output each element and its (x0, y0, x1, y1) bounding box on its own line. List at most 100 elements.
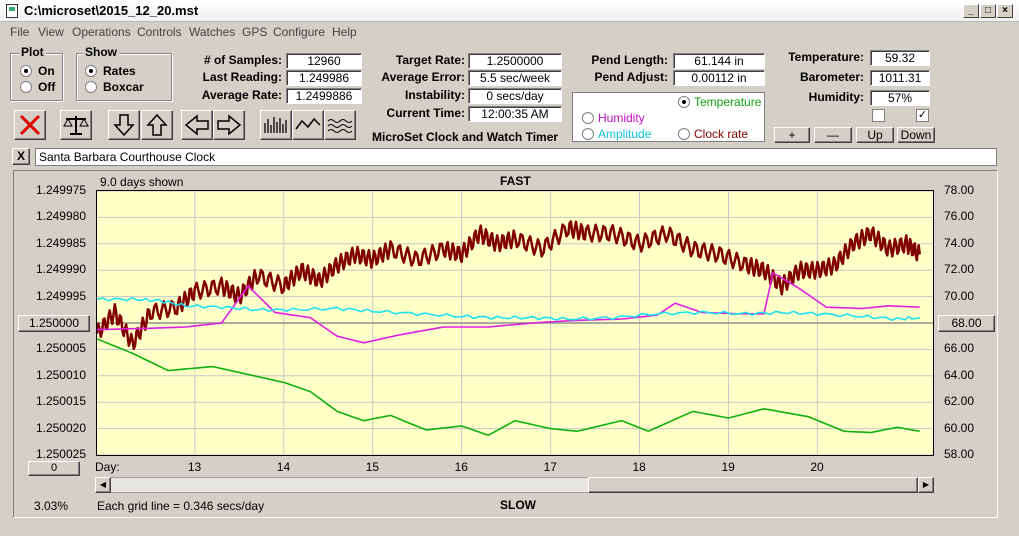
arrow-down-icon (113, 114, 135, 137)
pend-length-field: 61.144 in (673, 53, 765, 69)
right-tick-label: 58.00 (944, 447, 975, 461)
scroll-down-button[interactable] (108, 110, 140, 140)
app-icon (6, 4, 18, 18)
x-tick-label: 18 (632, 460, 646, 474)
humidity-trace-radio[interactable] (582, 112, 594, 124)
wave-icon (295, 117, 321, 130)
chart-panel (13, 170, 998, 518)
show-rates-radio[interactable] (85, 65, 97, 77)
left-tick-label: 1.250005 (35, 341, 86, 356)
show-boxcar-label: Boxcar (103, 80, 144, 94)
temperature-trace-radio[interactable] (678, 96, 690, 108)
minimize-button[interactable]: _ (963, 4, 979, 18)
pend-length-label: Pend Length: (591, 53, 668, 67)
arrow-left-icon (184, 114, 209, 136)
average-rate-label: Average Rate: (201, 88, 282, 102)
fast-label: FAST (500, 174, 531, 188)
right-tick-label: 72.00 (944, 262, 975, 277)
menu-help[interactable]: Help (332, 25, 357, 39)
pend-adjust-label: Pend Adjust: (594, 70, 668, 84)
temperature-trace-label: Temperature (694, 95, 762, 109)
filter-button[interactable] (324, 110, 356, 140)
left-tick-label: 1.250015 (35, 394, 86, 409)
scroll-right-arrow[interactable]: ▶ (918, 477, 934, 493)
scrollbar-thumb[interactable] (588, 477, 918, 493)
minus-button[interactable]: — (814, 127, 852, 143)
plot-off-radio[interactable] (20, 81, 32, 93)
amplitude-trace-radio[interactable] (582, 128, 594, 140)
down-button[interactable]: Down (897, 127, 935, 143)
window-title: C:\microset\2015_12_20.mst (24, 3, 199, 18)
option-checkbox-2[interactable]: ✓ (916, 109, 929, 122)
smooth-button[interactable] (292, 110, 324, 140)
x-tick-label: 14 (276, 460, 291, 474)
left-tick-label: 1.250020 (35, 420, 86, 435)
close-window-button[interactable]: × (997, 4, 1013, 18)
center-temp-button[interactable]: 68.00 (938, 315, 995, 332)
trace-select-box (572, 92, 765, 142)
bars-icon (264, 117, 287, 133)
current-time-field: 12:00:35 AM (468, 106, 562, 122)
x-tick-label: 19 (721, 460, 735, 474)
menu-controls[interactable]: Controls (137, 25, 182, 39)
center-rate-button[interactable]: 1.250000 (18, 315, 90, 332)
left-tick-label: 1.250010 (35, 367, 86, 382)
plot-group-label: Plot (19, 45, 46, 59)
temperature-field: 59.32 (870, 50, 930, 66)
amplitude-series-line (97, 296, 920, 321)
show-rates-label: Rates (103, 64, 136, 78)
current-time-label: Current Time: (386, 106, 465, 120)
scroll-up-button[interactable] (141, 110, 173, 140)
x-tick-label: 13 (187, 460, 202, 474)
last-reading-field: 1.249986 (286, 70, 362, 86)
x-tick-label: 15 (365, 460, 380, 474)
clock-rate-trace-radio[interactable] (678, 128, 690, 140)
chart-svg (97, 191, 933, 455)
plot-area[interactable] (96, 190, 934, 456)
plot-off-label: Off (38, 80, 56, 94)
average-rate-field: 1.2499886 (286, 88, 362, 104)
x-tick-label: 17 (543, 460, 557, 474)
average-error-label: Average Error: (381, 70, 465, 84)
target-rate-field: 1.2500000 (468, 53, 562, 69)
clock-name-input[interactable]: Santa Barbara Courthouse Clock (35, 148, 997, 166)
pend-adjust-field: 0.00112 in (673, 70, 765, 86)
percent-label: 3.03% (34, 499, 69, 513)
scroll-right-button[interactable] (213, 110, 245, 140)
right-tick-label: 62.00 (944, 394, 975, 409)
red-x-icon (19, 114, 41, 136)
menu-file[interactable]: File (10, 25, 30, 39)
plus-button[interactable]: + (774, 127, 810, 143)
close-clock-button[interactable]: X (12, 148, 30, 165)
ripple-icon (327, 119, 353, 133)
right-tick-label: 78.00 (944, 183, 975, 197)
scroll-left-button[interactable] (181, 110, 213, 140)
maximize-button[interactable]: □ (980, 4, 996, 18)
balance-button[interactable] (60, 110, 92, 140)
plot-on-radio[interactable] (20, 65, 32, 77)
average-error-field: 5.5 sec/week (468, 70, 562, 86)
menu-gps[interactable]: GPS (242, 25, 268, 39)
days-shown-label: 9.0 days shown (100, 175, 184, 189)
menu-view[interactable]: View (38, 25, 64, 39)
right-tick-label: 64.00 (944, 367, 975, 382)
barometer-label: Barometer: (799, 70, 864, 84)
raw-data-button[interactable] (260, 110, 292, 140)
x-tick-label: 16 (454, 460, 468, 474)
day-label: Day: (95, 460, 120, 474)
plot-on-label: On (38, 64, 55, 78)
amplitude-trace-label: Amplitude (598, 127, 652, 141)
samples-field: 12960 (286, 53, 362, 69)
stop-button[interactable] (14, 110, 46, 140)
menu-configure[interactable]: Configure (273, 25, 326, 39)
instability-field: 0 secs/day (468, 88, 562, 104)
zero-button[interactable]: 0 (28, 461, 80, 476)
show-boxcar-radio[interactable] (85, 81, 97, 93)
option-checkbox-1[interactable] (872, 109, 885, 122)
left-tick-label: 1.249980 (35, 209, 86, 224)
last-reading-label: Last Reading: (202, 70, 282, 84)
menu-watches[interactable]: Watches (189, 25, 236, 39)
menu-operations[interactable]: Operations (72, 25, 131, 39)
up-button[interactable]: Up (856, 127, 894, 143)
scroll-left-arrow[interactable]: ◀ (95, 477, 111, 493)
